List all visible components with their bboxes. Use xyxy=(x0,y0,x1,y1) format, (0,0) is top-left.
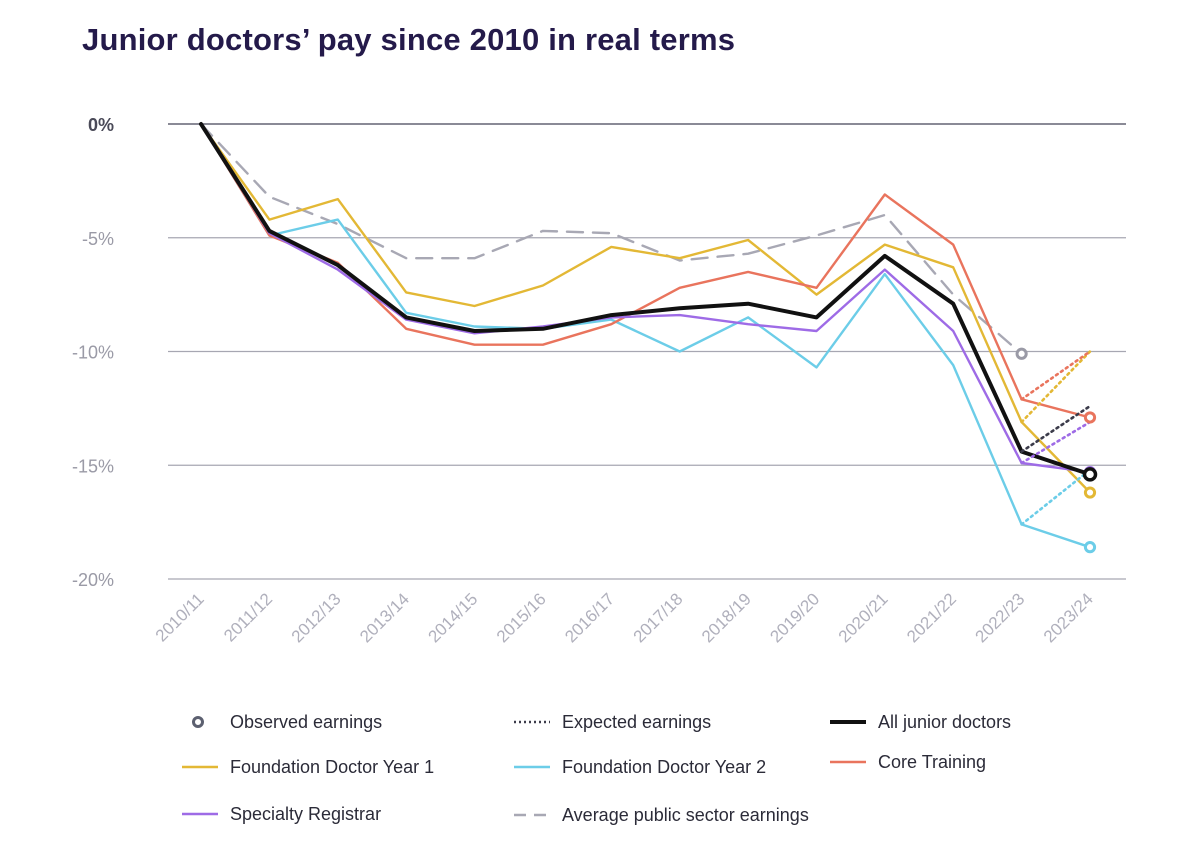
legend-fy2: Foundation Doctor Year 2 xyxy=(512,755,766,779)
legend-swatch-specialty-registrar xyxy=(182,812,218,816)
observed-marker-foundation-doctor-year-2 xyxy=(1083,541,1097,554)
expected-line-core-training xyxy=(1020,350,1092,401)
series-line-specialty-registrar xyxy=(199,122,1092,474)
y-tick-label: 0% xyxy=(88,115,114,135)
x-tick-label: 2021/22 xyxy=(903,589,960,646)
x-tick-label: 2023/24 xyxy=(1040,589,1097,646)
observed-marker-average-public-sector-earnings xyxy=(1015,347,1028,360)
x-tick-label: 2017/18 xyxy=(630,589,687,646)
legend-swatch-fy2 xyxy=(514,765,550,769)
legend-label-core-training: Core Training xyxy=(878,751,987,772)
x-tick-label: 2013/14 xyxy=(356,589,413,646)
y-tick-label: -20% xyxy=(72,570,114,590)
legend-specialty-registrar: Specialty Registrar xyxy=(180,802,381,826)
legend-swatch-fy1 xyxy=(182,765,218,769)
x-tick-label: 2016/17 xyxy=(561,589,618,646)
legend-swatch-core-training xyxy=(830,760,866,764)
x-axis: 2010/11 2011/12 2012/13 2013/14 2014/15 2015/… xyxy=(152,589,1097,646)
series-layer xyxy=(199,122,1092,549)
legend-label-all-junior-doctors: All junior doctors xyxy=(878,711,1012,732)
series-line-average-public-sector-earnings xyxy=(199,122,1023,355)
legend-swatch-observed xyxy=(192,716,204,728)
legend-label-public-sector: Average public sector earnings xyxy=(562,804,809,825)
x-tick-label: 2012/13 xyxy=(288,589,345,646)
observed-marker-core-training xyxy=(1083,411,1097,424)
x-tick-label: 2011/12 xyxy=(220,589,276,645)
legend-label-specialty-registrar: Specialty Registrar xyxy=(230,803,382,824)
series-line-foundation-doctor-year-1 xyxy=(199,122,1092,494)
legend-public-sector: Average public sector earnings xyxy=(512,803,809,827)
legend-fy1: Foundation Doctor Year 1 xyxy=(180,755,434,779)
expected-layer xyxy=(1020,350,1092,526)
legend-label-expected: Expected earnings xyxy=(562,711,712,732)
legend-label-observed: Observed earnings xyxy=(230,711,383,732)
legend-label-fy2: Foundation Doctor Year 2 xyxy=(562,756,767,777)
expected-line-all-junior-doctors xyxy=(1020,404,1092,453)
x-tick-label: 2019/20 xyxy=(766,589,823,646)
x-tick-label: 2015/16 xyxy=(493,589,550,646)
legend-label-fy1: Foundation Doctor Year 1 xyxy=(230,756,435,777)
expected-line-specialty-registrar xyxy=(1020,420,1092,465)
legend-core-training: Core Training xyxy=(828,750,986,774)
observed-marker-foundation-doctor-year-1 xyxy=(1083,486,1097,499)
y-tick-label: -10% xyxy=(72,343,114,363)
expected-line-foundation-doctor-year-1 xyxy=(1020,350,1092,424)
series-line-all-junior-doctors xyxy=(199,122,1092,477)
chart-title: Junior doctors’ pay since 2010 in real t… xyxy=(82,22,736,57)
legend-observed: Observed earnings xyxy=(180,710,382,734)
y-tick-label: -15% xyxy=(72,456,114,476)
x-tick-label: 2014/15 xyxy=(424,589,481,646)
legend-expected: Expected earnings xyxy=(512,710,711,734)
observed-marker-all-junior-doctors xyxy=(1082,467,1098,482)
legend-all-junior-doctors: All junior doctors xyxy=(828,710,1011,734)
grid-layer xyxy=(168,123,1126,580)
legend-swatch-all-junior-doctors xyxy=(830,720,866,724)
marker-layer xyxy=(1015,347,1098,554)
legend-swatch-expected xyxy=(514,720,550,724)
x-tick-label: 2010/11 xyxy=(152,589,208,645)
y-axis: 0% -5% -10% -15% -20% xyxy=(72,115,114,590)
expected-line-foundation-doctor-year-2 xyxy=(1020,468,1092,526)
y-tick-label: -5% xyxy=(82,229,114,249)
legend-swatch-public-sector xyxy=(514,813,550,817)
x-tick-label: 2020/21 xyxy=(835,589,892,646)
x-tick-label: 2018/19 xyxy=(698,589,755,646)
series-line-foundation-doctor-year-2 xyxy=(199,122,1092,549)
x-tick-label: 2022/23 xyxy=(972,589,1029,646)
